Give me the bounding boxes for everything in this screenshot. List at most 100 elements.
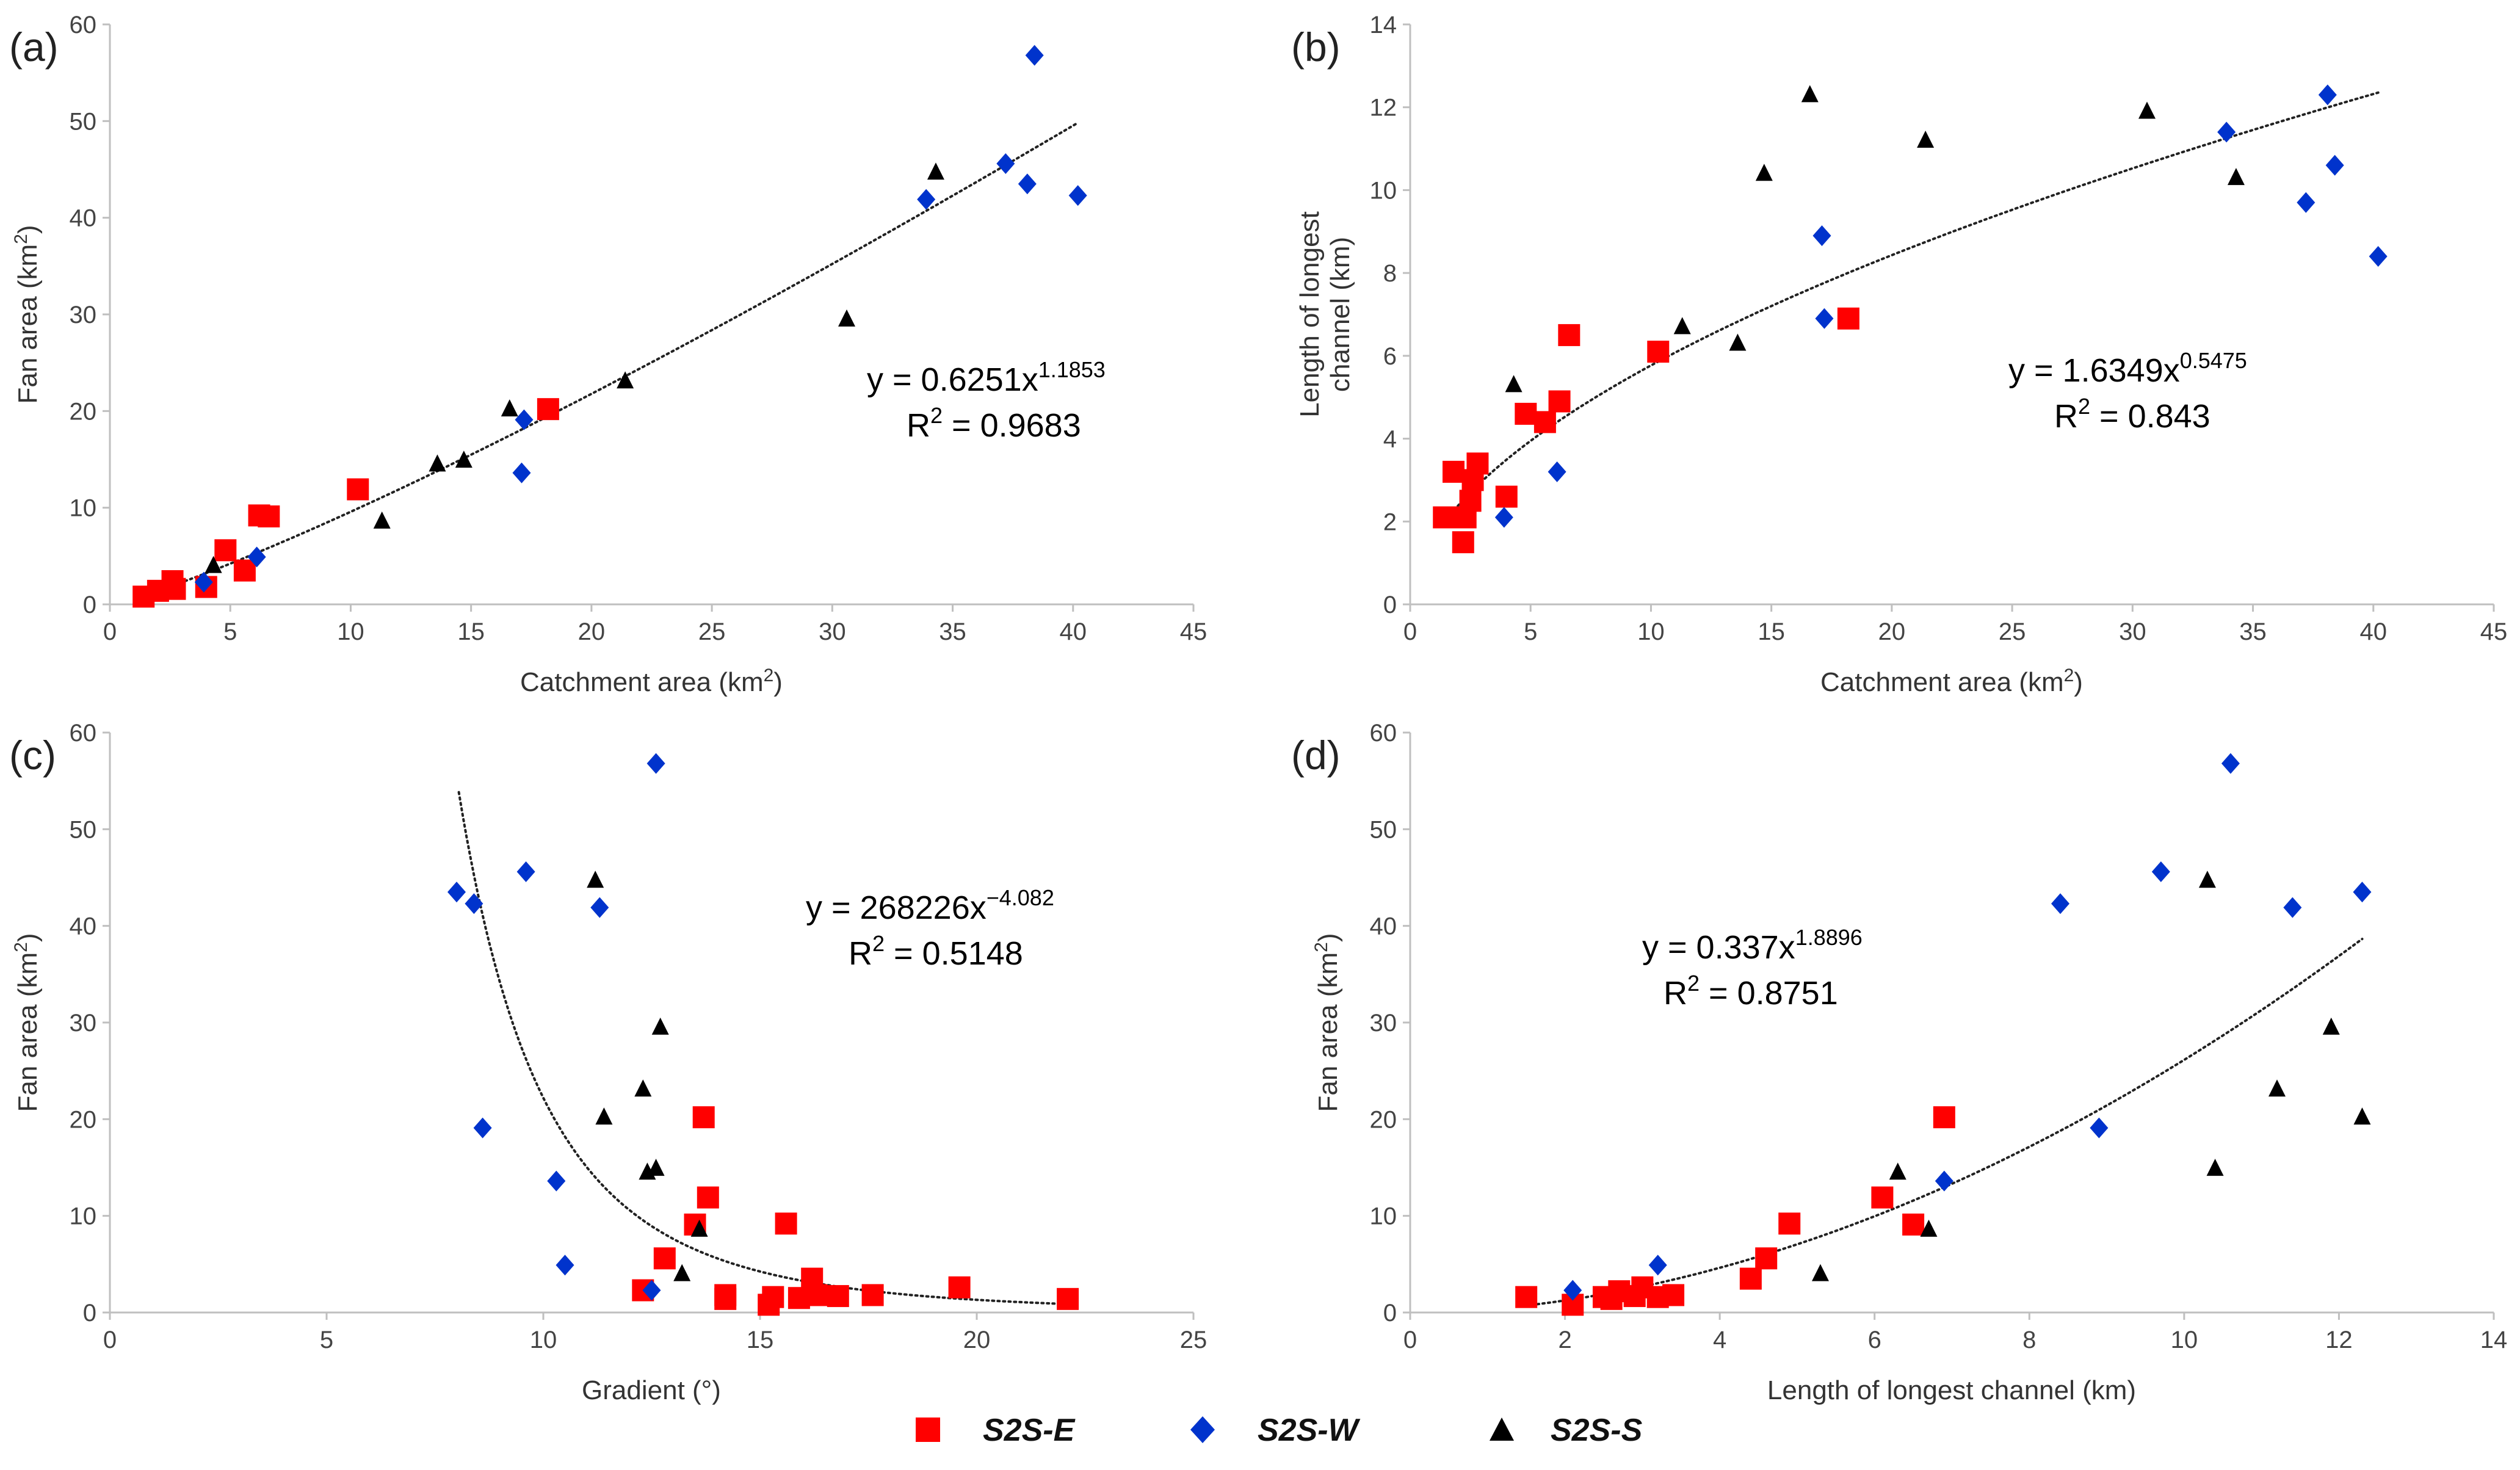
- x-tick-label: 14: [2480, 1327, 2508, 1353]
- x-tick-label: 35: [939, 618, 966, 645]
- y-axis-label: Fan area (km2): [11, 225, 43, 404]
- point-s2s-e: [1778, 1212, 1801, 1235]
- point-s2s-e: [1662, 1284, 1685, 1306]
- legend-item-s2s-e: S2S-E: [916, 1413, 1076, 1448]
- point-s2s-e: [1558, 324, 1580, 346]
- point-s2s-e: [805, 1284, 828, 1306]
- legend-label: S2S-E: [983, 1413, 1076, 1448]
- point-s2s-e: [1433, 506, 1455, 529]
- point-s2s-s: [634, 1079, 652, 1097]
- point-s2s-s: [2198, 871, 2216, 888]
- point-s2s-w: [2353, 882, 2372, 903]
- y-tick-label: 10: [1370, 177, 1397, 204]
- point-s2s-w: [2318, 84, 2337, 106]
- x-axis-label: Length of longest channel (km): [1767, 1375, 2136, 1405]
- x-tick-label: 20: [1878, 618, 1906, 645]
- point-s2s-w: [1018, 173, 1037, 195]
- r-squared: R2 = 0.843: [2054, 394, 2210, 435]
- point-s2s-w: [1648, 1255, 1667, 1276]
- point-s2s-w: [1812, 225, 1831, 247]
- point-s2s-s: [647, 1159, 665, 1176]
- x-tick-label: 25: [1999, 618, 2026, 645]
- y-tick-label: 20: [70, 398, 97, 425]
- point-s2s-w: [2217, 121, 2236, 143]
- y-tick-label: 6: [1383, 343, 1397, 370]
- point-s2s-e: [1057, 1287, 1079, 1310]
- x-tick-label: 0: [103, 1327, 117, 1353]
- point-s2s-e: [1739, 1267, 1762, 1290]
- point-s2s-e: [653, 1247, 676, 1270]
- point-s2s-e: [1837, 307, 1859, 330]
- point-s2s-e: [1647, 341, 1670, 363]
- y-tick-label: 30: [70, 1010, 97, 1037]
- point-s2s-s: [501, 399, 518, 417]
- point-s2s-w: [194, 571, 213, 593]
- point-s2s-e: [1755, 1247, 1778, 1270]
- x-tick-label: 10: [530, 1327, 557, 1353]
- x-axis-label: Gradient (°): [582, 1375, 721, 1405]
- panel-label: (d): [1291, 733, 1341, 778]
- x-tick-label: 15: [457, 618, 485, 645]
- panel-label: (c): [9, 733, 56, 778]
- y-tick-label: 14: [1370, 12, 1397, 38]
- plot-area: 0 2 4 6 8 10 12 14 0 10 20 30 40 50 60: [1370, 720, 2508, 1353]
- legend-marker-diamond: [1190, 1416, 1215, 1443]
- y-tick-label: 8: [1383, 260, 1397, 287]
- point-s2s-w: [556, 1255, 574, 1276]
- point-s2s-s: [587, 871, 604, 888]
- point-s2s-s: [1755, 164, 1773, 181]
- x-tick-label: 25: [698, 618, 726, 645]
- y-tick-label: 60: [70, 12, 97, 38]
- point-s2s-w: [515, 409, 534, 430]
- trendline: [142, 121, 1079, 597]
- point-s2s-s: [1811, 1264, 1829, 1281]
- point-s2s-e: [697, 1186, 719, 1209]
- point-s2s-w: [2151, 861, 2170, 882]
- x-tick-label: 6: [1868, 1327, 1881, 1353]
- point-s2s-e: [347, 478, 369, 501]
- point-s2s-e: [1459, 490, 1482, 512]
- y-tick-label: 50: [1370, 816, 1397, 843]
- point-s2s-e: [1933, 1106, 1955, 1129]
- point-s2s-s: [1673, 317, 1691, 335]
- y-tick-label: 30: [70, 302, 97, 328]
- point-s2s-w: [1548, 461, 1566, 482]
- x-tick-label: 5: [223, 618, 237, 645]
- point-s2s-w: [1068, 185, 1087, 206]
- x-tick-label: 5: [320, 1327, 333, 1353]
- point-s2s-s: [838, 309, 855, 327]
- y-axis-label-line2: channel (km): [1325, 237, 1355, 392]
- point-s2s-w: [917, 189, 936, 210]
- x-tick-label: 0: [1403, 1327, 1417, 1353]
- point-s2s-w: [473, 1117, 492, 1139]
- point-s2s-e: [692, 1106, 715, 1129]
- point-s2s-s: [1889, 1162, 1906, 1180]
- point-s2s-e: [1452, 531, 1474, 554]
- legend: S2S-E S2S-W S2S-S: [916, 1413, 1643, 1448]
- point-s2s-s: [651, 1017, 669, 1035]
- point-s2s-w: [512, 462, 531, 483]
- trend-equation: y = 0.337x1.8896: [1642, 925, 1863, 966]
- point-s2s-s: [927, 162, 944, 180]
- panel-a: (a) 0 5 10 15 20 25 30 35 40 45 0 10 20 30 40 50 60 y = …: [9, 12, 1207, 697]
- x-tick-label: 8: [2022, 1327, 2036, 1353]
- point-s2s-s: [2268, 1079, 2286, 1097]
- point-s2s-w: [447, 882, 466, 903]
- point-s2s-s: [1920, 1219, 1938, 1237]
- point-s2s-s: [1505, 375, 1522, 393]
- point-s2s-w: [1815, 308, 1834, 329]
- point-s2s-s: [2322, 1017, 2340, 1035]
- legend-item-s2s-w: S2S-W: [1190, 1413, 1361, 1448]
- x-tick-label: 0: [1403, 618, 1417, 645]
- point-s2s-s: [617, 371, 634, 389]
- point-s2s-s: [205, 556, 222, 573]
- point-s2s-w: [642, 1280, 661, 1301]
- point-s2s-w: [1563, 1280, 1582, 1301]
- legend-marker-triangle: [1490, 1418, 1514, 1441]
- point-s2s-w: [2297, 192, 2315, 213]
- x-axis-label: Catchment area (km2): [1820, 665, 2083, 697]
- point-s2s-s: [455, 451, 472, 468]
- x-tick-label: 15: [1758, 618, 1785, 645]
- point-s2s-w: [590, 897, 609, 918]
- x-axis-label: Catchment area (km2): [520, 665, 783, 697]
